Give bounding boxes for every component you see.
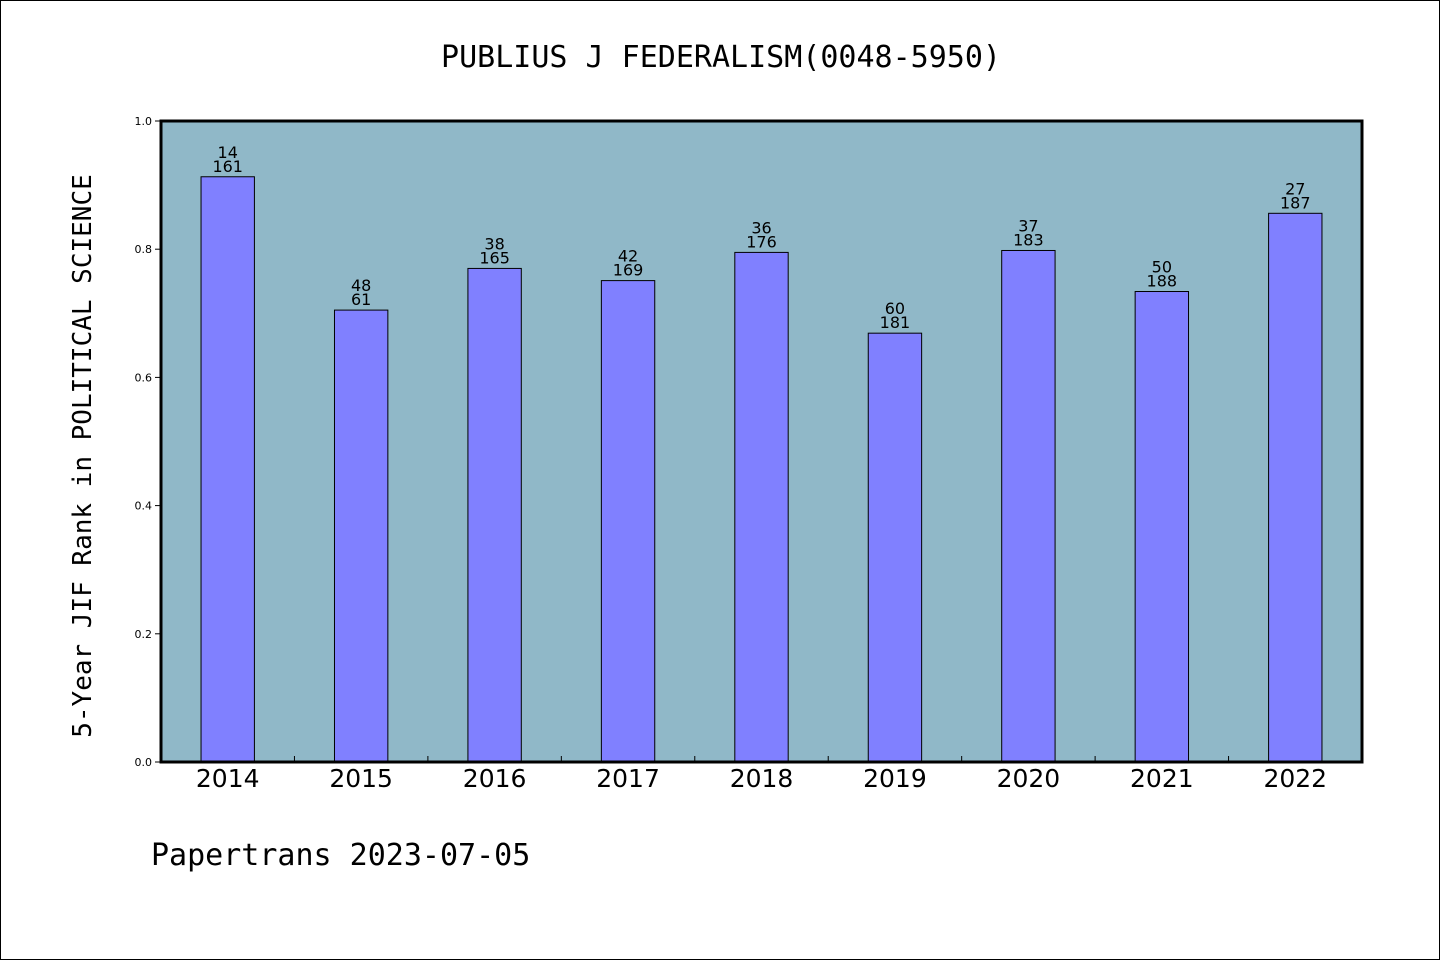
x-tick-label: 2016 xyxy=(463,764,527,793)
bar-label-total: 188 xyxy=(1147,272,1178,291)
bar-label-total: 187 xyxy=(1280,193,1311,212)
bar-2017 xyxy=(600,280,656,763)
y-tick-label: 0.0 xyxy=(135,756,153,769)
y-axis-ticks: 0.0 0.2 0.4 0.6 0.8 1.0 xyxy=(135,115,161,769)
bar-2014 xyxy=(200,176,255,763)
bar-label-rank: 38 xyxy=(484,234,504,253)
x-tick-label: 2014 xyxy=(196,764,260,793)
bar-2016 xyxy=(467,267,522,763)
bar-2019 xyxy=(867,332,923,763)
bar-label-rank: 14 xyxy=(218,143,238,162)
x-axis-ticks: 2014 2015 2016 2017 2018 2019 2020 2021 2022 xyxy=(196,756,1327,793)
x-tick-label: 2022 xyxy=(1263,764,1327,793)
bar-label-total: 61 xyxy=(351,290,371,309)
x-tick-label: 2020 xyxy=(997,764,1061,793)
x-tick-label: 2019 xyxy=(863,764,927,793)
bar-2021 xyxy=(1134,291,1190,763)
bar-label-rank: 48 xyxy=(351,276,371,295)
bar-label-total: 161 xyxy=(212,157,243,176)
y-tick-label: 1.0 xyxy=(135,115,153,128)
bar-2022 xyxy=(1268,212,1323,763)
y-tick-label: 0.4 xyxy=(135,500,153,513)
bar-2020 xyxy=(1001,249,1056,763)
bar-label-total: 169 xyxy=(613,261,644,280)
bar-label-rank: 36 xyxy=(751,218,771,237)
bar-2018 xyxy=(734,251,789,763)
chart-title: PUBLIUS J FEDERALISM(0048-5950) xyxy=(441,40,1001,75)
bar-label-total: 183 xyxy=(1013,230,1044,249)
bar-label-total: 165 xyxy=(479,248,510,267)
y-axis-label: 5-Year JIF Rank in POLITICAL SCIENCE xyxy=(68,174,98,738)
y-tick-label: 0.6 xyxy=(135,371,153,384)
bar-label-total: 181 xyxy=(880,313,911,332)
footer-credit: Papertrans 2023-07-05 xyxy=(151,838,530,873)
x-tick-label: 2017 xyxy=(596,764,660,793)
bar-label-rank: 27 xyxy=(1285,179,1305,198)
y-tick-label: 0.8 xyxy=(135,243,153,256)
plot-frame xyxy=(159,119,1364,764)
bar-2015 xyxy=(333,309,389,763)
bar-label-rank: 37 xyxy=(1018,216,1038,235)
x-tick-label: 2021 xyxy=(1130,764,1194,793)
bar-label-rank: 60 xyxy=(885,299,905,318)
x-tick-label: 2015 xyxy=(329,764,393,793)
bar-label-total: 176 xyxy=(746,232,777,251)
bar-label-rank: 50 xyxy=(1152,258,1172,277)
y-tick-label: 0.2 xyxy=(135,628,153,641)
bar-label-rank: 42 xyxy=(618,247,638,266)
x-tick-label: 2018 xyxy=(730,764,794,793)
